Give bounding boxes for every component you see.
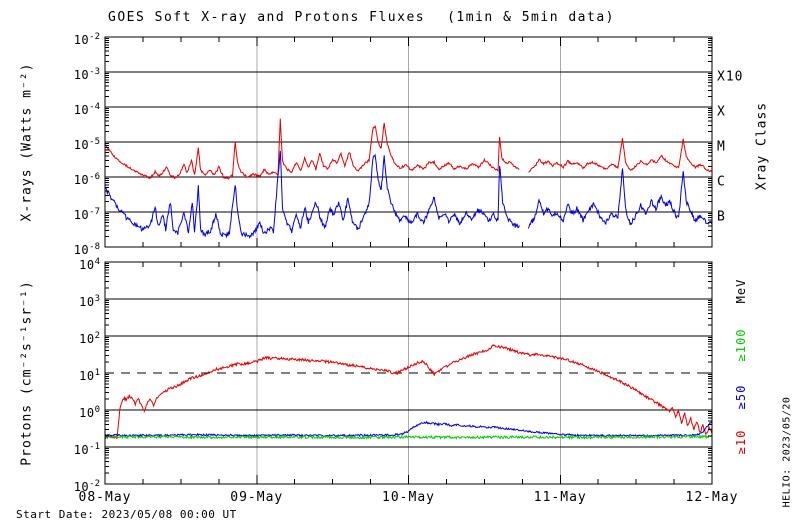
xray-class-label-b: B: [717, 209, 726, 225]
series-path-protons-ge10MeV: [105, 344, 712, 440]
y-tick-label: 10-3: [73, 67, 100, 82]
proton-energy-label-ge50: ≥50: [734, 384, 748, 410]
xray-class-axis-label: Xray Class: [754, 101, 770, 191]
xray-class-label-c: C: [717, 174, 726, 190]
xray-class-label-x10: X10: [717, 69, 744, 85]
x-tick-label: 08-May: [78, 490, 132, 505]
y-tick-label: 10-6: [73, 172, 100, 187]
y-tick-label: 101: [79, 368, 100, 383]
start-date-label: Start Date: 2023/05/08 00:00 UT: [16, 508, 237, 521]
series-path-protons-ge50MeV: [105, 420, 712, 438]
x-tick-label: 10-May: [382, 490, 435, 505]
y-tick-label: 104: [79, 257, 100, 272]
mev-axis-label: MeV: [734, 278, 748, 304]
chart-title-main: GOES Soft X-ray and Protons Fluxes: [108, 10, 426, 25]
chart-title-sub: (1min & 5min data): [447, 10, 615, 25]
y-tick-label: 103: [79, 294, 100, 309]
proton-energy-label-ge100: ≥100: [734, 328, 748, 362]
x-tick-label: 09-May: [230, 490, 284, 505]
y-tick-label: 10-2: [73, 479, 100, 494]
credit-watermark: HELIO: 2023/05/20: [781, 396, 793, 508]
y-tick-label: 100: [79, 405, 100, 420]
x-tick-label: 12-May: [685, 490, 739, 505]
y-tick-label: 10-2: [73, 32, 100, 47]
chart-title: GOES Soft X-ray and Protons Fluxes (1min …: [108, 10, 615, 25]
series-path-xray-long-1min: [105, 118, 712, 180]
y-tick-label: 102: [79, 331, 100, 346]
xray-class-label-x: X: [717, 104, 726, 120]
y-tick-label: 10-5: [73, 137, 100, 152]
series-path-xray-short-1min: [105, 150, 712, 239]
y-tick-label: 10-1: [73, 442, 100, 457]
proton-y-axis-label: Protons (cm⁻²s⁻¹sr⁻¹): [19, 280, 35, 466]
series-path-protons-ge100MeV: [105, 433, 712, 441]
x-tick-label: 11-May: [533, 490, 587, 505]
xray-y-axis-label: X-rays (Watts m⁻²): [19, 62, 35, 222]
y-tick-label: 10-8: [73, 242, 100, 257]
y-tick-label: 10-7: [73, 207, 100, 222]
y-tick-label: 10-4: [73, 102, 100, 117]
proton-energy-label-ge10: ≥10: [734, 429, 748, 455]
xray-class-label-m: M: [717, 139, 726, 155]
